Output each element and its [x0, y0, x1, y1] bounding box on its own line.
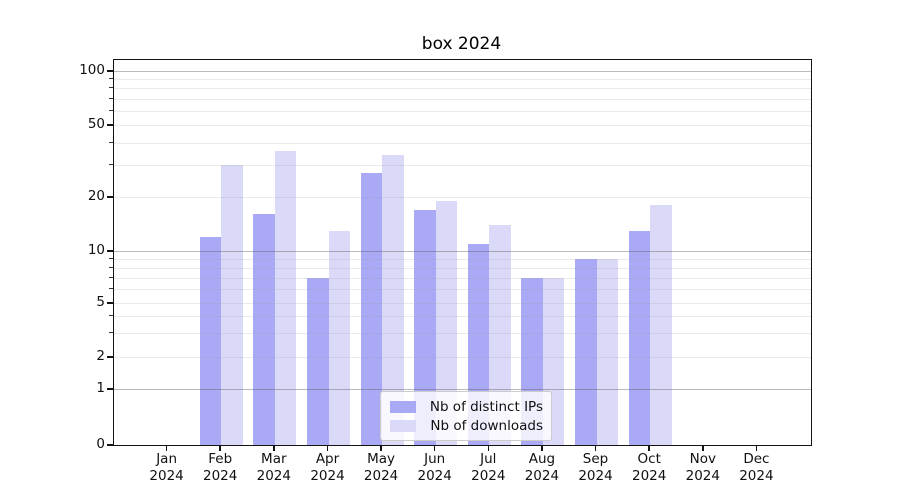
bar-downloads-mar	[274, 150, 297, 445]
y-tick-label-50: 50	[87, 116, 105, 132]
x-tick-mark-jul	[487, 446, 490, 451]
y-minor-tick-mark-60	[109, 109, 113, 111]
gridline-y-5	[114, 303, 811, 304]
gridline-y-50	[114, 125, 811, 126]
x-tick-label-mar: Mar 2024	[256, 451, 291, 484]
x-tick-label-nov: Nov 2024	[685, 451, 720, 484]
bar-downloads-may	[382, 155, 404, 445]
gridline-y-1	[114, 389, 811, 390]
gridline-y-4	[114, 316, 811, 318]
bar-downloads-jun	[435, 201, 458, 445]
bar-downloads-sep	[596, 258, 618, 445]
x-tick-mark-feb	[219, 446, 221, 451]
bar-distinct-ips-sep	[575, 258, 597, 445]
bar-distinct-ips-mar	[253, 214, 275, 445]
y-tick-label-0: 0	[96, 436, 105, 452]
x-tick-label-jan: Jan 2024	[149, 451, 184, 484]
gridline-y-6	[114, 289, 811, 291]
x-tick-label-jun: Jun 2024	[417, 451, 452, 484]
y-tick-mark-50	[107, 124, 113, 126]
bar-distinct-ips-oct	[628, 230, 651, 445]
y-tick-mark-100	[107, 70, 113, 72]
bar-distinct-ips-feb	[199, 236, 222, 445]
x-tick-label-may: May 2024	[363, 451, 399, 484]
chart-title: box 2024	[421, 34, 502, 54]
y-tick-label-1: 1	[96, 380, 105, 396]
y-minor-tick-mark-30	[109, 164, 113, 166]
y-minor-tick-mark-6	[109, 288, 113, 290]
gridline-y-10	[114, 251, 811, 252]
bar-downloads-oct	[650, 205, 672, 445]
y-tick-label-2: 2	[96, 348, 105, 364]
x-tick-mark-nov	[702, 446, 704, 451]
y-tick-mark-1	[107, 388, 113, 390]
y-tick-mark-0	[107, 444, 113, 446]
x-tick-mark-jan	[165, 446, 168, 451]
gridline-y-3	[114, 333, 811, 335]
x-tick-mark-oct	[648, 446, 650, 451]
bar-downloads-jul	[489, 224, 511, 445]
legend-row-downloads: Nb of downloads	[390, 416, 543, 435]
x-tick-mark-mar	[273, 446, 275, 451]
legend-swatch-downloads-icon	[390, 419, 416, 432]
y-minor-tick-mark-90	[109, 78, 113, 80]
bar-distinct-ips-jun	[414, 209, 436, 445]
gridline-y-100	[114, 71, 811, 72]
y-tick-mark-5	[107, 302, 113, 304]
x-tick-label-aug: Aug 2024	[524, 451, 560, 484]
gridline-y-20	[114, 197, 811, 198]
bar-distinct-ips-may	[360, 173, 383, 445]
y-minor-tick-mark-4	[109, 315, 113, 317]
gridline-y-70	[114, 98, 811, 100]
gridline-y-2	[114, 357, 811, 358]
x-tick-mark-dec	[755, 446, 758, 451]
x-tick-mark-sep	[594, 446, 597, 451]
gridline-y-60	[114, 110, 811, 112]
legend-label-distinct-ips: Nb of distinct IPs	[429, 398, 543, 415]
y-tick-mark-20	[107, 196, 113, 198]
y-minor-tick-mark-70	[109, 97, 113, 99]
legend-label-downloads: Nb of downloads	[430, 417, 543, 434]
gridline-y-9	[114, 258, 811, 260]
x-tick-label-sep: Sep 2024	[578, 451, 613, 484]
legend-row-distinct-ips: Nb of distinct IPs	[390, 397, 543, 416]
y-tick-label-20: 20	[87, 188, 105, 204]
x-tick-label-jul: Jul 2024	[471, 451, 506, 484]
plot-area: Nb of distinct IPs Nb of downloads	[113, 59, 812, 446]
y-tick-mark-10	[107, 250, 113, 252]
bar-downloads-apr	[328, 230, 350, 445]
bar-distinct-ips-apr	[307, 277, 329, 445]
y-minor-tick-mark-8	[109, 266, 113, 268]
y-tick-label-5: 5	[96, 294, 105, 310]
y-tick-label-100: 100	[79, 62, 105, 78]
y-minor-tick-mark-40	[109, 141, 113, 143]
x-tick-label-dec: Dec 2024	[739, 451, 774, 484]
gridline-y-90	[114, 79, 811, 81]
bar-downloads-feb	[221, 165, 243, 445]
x-tick-label-feb: Feb 2024	[203, 451, 238, 484]
gridline-y-40	[114, 142, 811, 144]
x-tick-label-apr: Apr 2024	[310, 451, 345, 484]
gridline-y-30	[114, 165, 811, 167]
y-minor-tick-mark-80	[109, 87, 113, 89]
legend: Nb of distinct IPs Nb of downloads	[380, 391, 552, 441]
gridline-y-7	[114, 277, 811, 279]
x-tick-mark-apr	[326, 446, 329, 451]
gridline-y-8	[114, 267, 811, 269]
y-tick-mark-2	[107, 356, 113, 358]
x-tick-label-oct: Oct 2024	[632, 451, 667, 484]
y-minor-tick-mark-9	[109, 257, 113, 259]
legend-swatch-distinct-ips-icon	[390, 400, 416, 413]
y-tick-label-10: 10	[87, 242, 105, 258]
x-tick-mark-aug	[541, 446, 543, 451]
x-tick-mark-may	[380, 446, 382, 451]
y-minor-tick-mark-7	[109, 276, 113, 278]
gridline-y-80	[114, 88, 811, 90]
y-minor-tick-mark-3	[109, 332, 113, 334]
x-tick-mark-jun	[433, 446, 436, 451]
